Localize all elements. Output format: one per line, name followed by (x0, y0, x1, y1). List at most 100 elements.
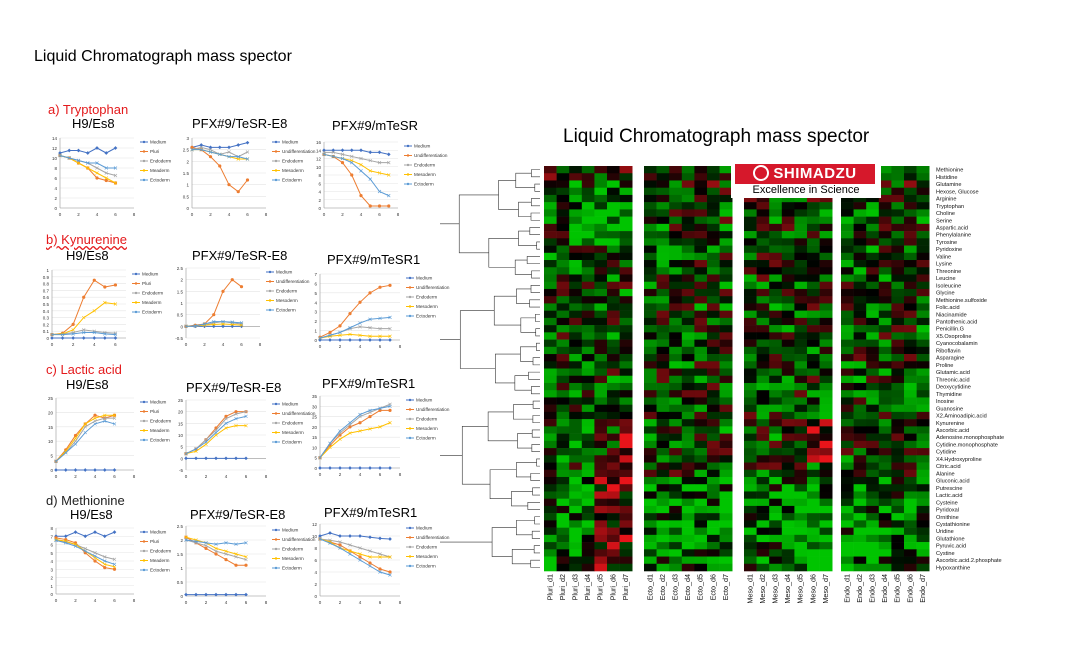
heatmap-cell (744, 448, 757, 456)
heatmap-cell (781, 484, 795, 492)
heatmap-cell (619, 317, 633, 326)
heatmap-cell (569, 375, 583, 384)
heatmap-cell (669, 194, 683, 203)
heatmap-cell (644, 180, 657, 188)
heatmap-cell (819, 491, 833, 499)
y-tick-label: 5 (314, 291, 317, 296)
heatmap-cell (544, 354, 557, 362)
heatmap-cell (878, 375, 892, 384)
heatmap-cell (904, 498, 917, 507)
heatmap-column-label: Pluri_d1 (545, 574, 554, 600)
heatmap-cell (569, 419, 583, 427)
heatmap-cell (807, 411, 820, 420)
data-point (358, 466, 362, 470)
heatmap-cell (904, 563, 917, 572)
legend-label: Ectoderm (150, 568, 170, 573)
heatmap-cell (794, 267, 808, 275)
heatmap-cell (878, 288, 892, 297)
heatmap-cell (556, 419, 570, 427)
heatmap-cell (544, 216, 557, 225)
heatmap-cell (556, 361, 570, 369)
data-point (58, 151, 62, 155)
heatmap-cell (807, 339, 820, 348)
heatmap-cell (878, 209, 892, 217)
heatmap-cell (904, 390, 917, 398)
heatmap-cell (656, 296, 670, 304)
heatmap-cell (569, 223, 583, 232)
dendrogram-branch (517, 433, 533, 449)
heatmap-cell (581, 491, 595, 499)
heatmap-cell (756, 238, 770, 246)
x-tick-label: 2 (209, 212, 212, 217)
data-point (236, 154, 240, 159)
heatmap-cell (544, 325, 557, 333)
shimadzu-mark-icon (753, 165, 770, 181)
heatmap-cell (891, 288, 905, 297)
heatmap-cell (781, 231, 795, 239)
heatmap-cell (707, 549, 720, 557)
heatmap-cell (891, 491, 905, 499)
data-point (224, 558, 228, 562)
heatmap-cell (607, 339, 620, 348)
heatmap-cell (569, 288, 583, 297)
x-tick-label: 2 (205, 600, 208, 605)
heatmap-cell (656, 223, 670, 232)
data-point (388, 283, 392, 287)
heatmap-cell (719, 339, 733, 348)
heatmap-cell (841, 245, 854, 254)
heatmap-column-label: Pluri_d7 (621, 574, 630, 600)
data-point (85, 151, 90, 155)
heatmap-cell (681, 332, 695, 340)
legend-marker (274, 150, 278, 153)
heatmap-cell (807, 426, 820, 434)
heatmap-cell (707, 426, 720, 434)
legend-label: Ectoderm (416, 564, 436, 569)
heatmap-cell (719, 274, 733, 283)
heatmap-cell (707, 498, 720, 507)
y-tick-label: 0 (180, 594, 183, 599)
heatmap-cell (607, 527, 620, 536)
series-line-mesoderm (319, 422, 391, 459)
heatmap-cell (594, 288, 608, 297)
y-tick-label: 4 (54, 186, 57, 191)
heatmap-cell (916, 513, 930, 521)
data-point (221, 324, 225, 329)
heatmap-cell (819, 527, 833, 536)
heatmap-cell (707, 361, 720, 369)
heatmap-cell (544, 440, 557, 449)
x-tick-label: 4 (94, 598, 97, 603)
heatmap-cell (878, 491, 892, 499)
heatmap-cell (694, 549, 708, 557)
heatmap-cell (904, 491, 917, 499)
data-point (368, 564, 372, 568)
heatmap-cell (904, 368, 917, 377)
heatmap-cell (866, 303, 880, 311)
heatmap-cell (769, 238, 783, 246)
heatmap-cell (853, 245, 867, 254)
heatmap-cell (866, 194, 880, 203)
heatmap-cell (556, 187, 570, 196)
heatmap-cell (878, 231, 892, 239)
y-tick-label: 0.5 (183, 194, 190, 199)
heatmap-cell (694, 498, 708, 507)
heatmap-cell (794, 274, 808, 283)
heatmap-cell (891, 542, 905, 550)
heatmap-cell (866, 238, 880, 246)
data-point (113, 166, 118, 170)
heatmap-cell (769, 303, 783, 311)
data-point (368, 291, 372, 295)
x-tick-label: 8 (397, 212, 400, 217)
heatmap-cell (594, 397, 608, 405)
heatmap-cell (904, 332, 917, 340)
heatmap-cell (916, 462, 930, 471)
heatmap-cell (656, 325, 670, 333)
heatmap-cell (794, 476, 808, 485)
heatmap-cell (619, 368, 633, 377)
data-point (387, 204, 391, 208)
heatmap-cell (891, 520, 905, 528)
data-point (338, 330, 342, 335)
heatmap-cell (904, 411, 917, 420)
heatmap-cell (581, 245, 595, 254)
heatmap-cell (594, 166, 608, 174)
